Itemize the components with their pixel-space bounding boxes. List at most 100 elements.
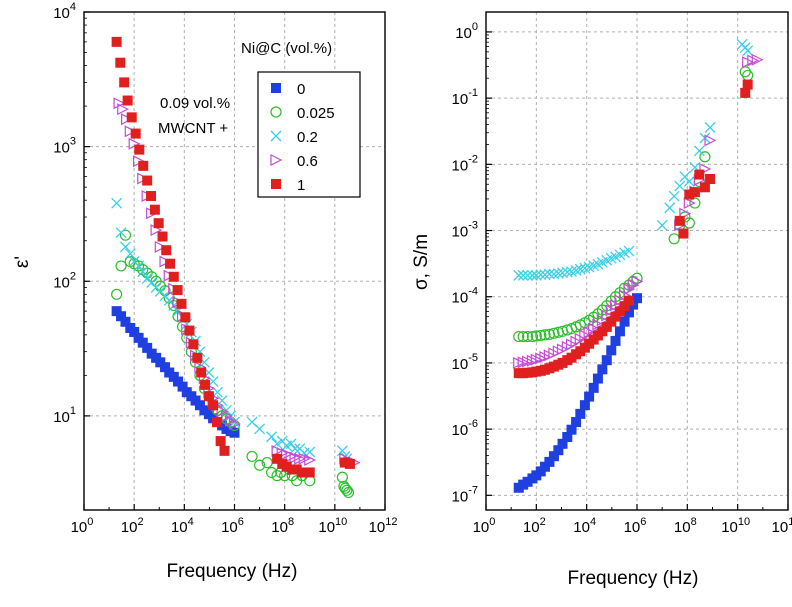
data-point <box>699 151 711 163</box>
data-point <box>606 316 617 327</box>
data-point <box>689 197 701 209</box>
data-point <box>130 128 141 139</box>
x-tick-label: 1010 <box>318 516 347 536</box>
permittivity-plot: 100 102 104 106 108 1010 1012 101 102 103 104 Freq… <box>12 1 397 582</box>
data-point <box>168 271 179 282</box>
data-point <box>116 311 127 322</box>
legend-entries: 0 0.025 0.2 0.6 1 <box>270 81 335 194</box>
x-tick-label: 102 <box>121 516 144 536</box>
data-point <box>631 275 644 288</box>
data-point <box>689 187 700 198</box>
data-point <box>153 218 164 229</box>
data-point <box>138 160 149 171</box>
data-point <box>196 367 207 378</box>
data-point <box>656 219 668 231</box>
conductivity-plot: 100 102 104 106 108 1010 1012 10-7 10-6 10-5 10-4 1… <box>411 11 792 589</box>
data-point <box>684 189 695 200</box>
permittivity-series <box>111 36 361 499</box>
data-point <box>111 288 123 300</box>
data-point <box>619 301 630 312</box>
data-point <box>219 445 230 456</box>
legend-entry-1: 1 <box>271 177 305 194</box>
data-point <box>597 364 608 375</box>
data-point <box>111 36 122 47</box>
conductivity-y-label: σ, S/m <box>411 234 432 290</box>
data-point <box>115 57 126 68</box>
data-point <box>579 400 590 411</box>
data-point <box>285 450 298 463</box>
x-tick-label: 108 <box>271 516 294 536</box>
data-point <box>705 174 716 185</box>
data-point <box>137 337 148 348</box>
data-point <box>610 335 621 346</box>
data-point <box>297 467 308 478</box>
data-point <box>146 190 157 201</box>
x-tick-label: 100 <box>473 516 496 536</box>
data-point <box>548 327 560 339</box>
data-point <box>632 293 642 304</box>
data-point <box>561 266 573 278</box>
x-tick-label: 106 <box>221 516 244 536</box>
series-0.2 <box>513 38 754 281</box>
data-point <box>566 424 577 435</box>
x-tick-label: 104 <box>171 516 194 536</box>
data-point <box>120 316 131 327</box>
data-point <box>149 204 160 215</box>
data-point <box>159 255 172 268</box>
data-point <box>115 227 127 239</box>
data-point <box>129 326 140 337</box>
conductivity-series <box>513 38 764 493</box>
data-point <box>126 112 137 123</box>
data-point <box>674 215 685 226</box>
data-point <box>601 321 612 332</box>
data-point <box>557 438 568 449</box>
data-point <box>610 311 621 322</box>
data-point <box>225 414 237 427</box>
data-point <box>513 330 525 343</box>
x-tick-label: 1012 <box>369 516 398 536</box>
legend-marker <box>270 130 282 142</box>
data-point <box>683 197 696 210</box>
data-point <box>539 269 551 281</box>
data-point <box>588 260 600 272</box>
data-point <box>623 283 636 296</box>
data-point <box>513 269 525 281</box>
series-0 <box>513 293 642 493</box>
legend-label: 0.6 <box>297 153 318 170</box>
data-point <box>133 260 145 272</box>
data-point <box>341 484 353 496</box>
data-point <box>562 432 573 443</box>
data-point <box>526 269 538 281</box>
data-point <box>548 451 559 462</box>
legend-label: 1 <box>297 177 305 194</box>
data-point <box>539 329 551 341</box>
y-tick-label: 10-6 <box>452 418 478 439</box>
y-tick-label: 104 <box>53 1 76 22</box>
conductivity-grid <box>486 12 788 510</box>
data-point <box>557 267 569 279</box>
data-point <box>606 345 617 356</box>
data-point <box>124 248 136 260</box>
legend-marker <box>271 83 281 93</box>
data-point <box>208 400 219 411</box>
data-point <box>522 269 534 281</box>
data-point <box>579 329 592 342</box>
data-point <box>122 95 133 106</box>
y-tick-label: 100 <box>455 21 478 42</box>
data-point <box>579 262 591 274</box>
data-point <box>605 295 617 307</box>
data-point <box>124 125 137 138</box>
data-point <box>165 258 176 269</box>
data-point <box>154 240 167 253</box>
data-point <box>177 381 188 392</box>
x-tick-label: 104 <box>573 516 596 536</box>
data-point <box>336 445 348 457</box>
series-0.025 <box>513 66 754 343</box>
conductivity-x-label: Frequency (Hz) <box>568 568 699 589</box>
data-point <box>111 197 123 209</box>
data-point <box>592 373 603 384</box>
series-0.6 <box>513 53 764 369</box>
data-point <box>111 306 122 317</box>
data-point <box>253 459 266 471</box>
data-point <box>601 355 612 366</box>
